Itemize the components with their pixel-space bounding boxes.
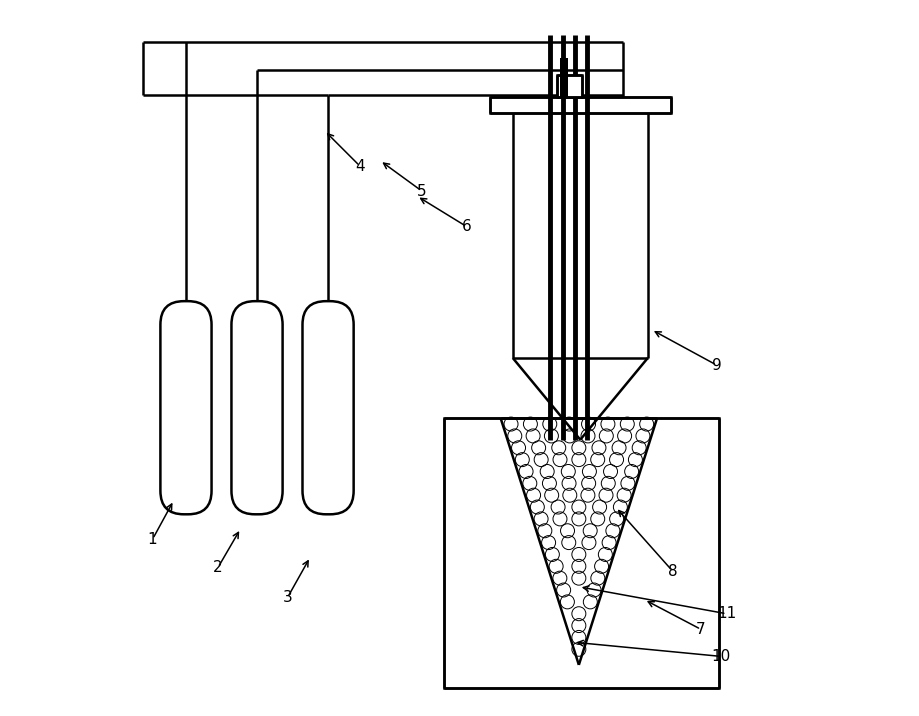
- Text: 7: 7: [697, 622, 706, 637]
- Text: 2: 2: [213, 560, 222, 575]
- FancyBboxPatch shape: [232, 301, 283, 514]
- Text: 6: 6: [461, 219, 471, 234]
- Text: 1: 1: [148, 532, 157, 546]
- Bar: [490, 97, 671, 113]
- Text: 8: 8: [668, 563, 677, 579]
- FancyBboxPatch shape: [161, 301, 211, 514]
- Bar: [561, 58, 568, 97]
- Text: 10: 10: [711, 649, 731, 664]
- Bar: [557, 74, 583, 97]
- FancyBboxPatch shape: [302, 301, 354, 514]
- Text: 5: 5: [417, 183, 426, 198]
- Text: 11: 11: [717, 606, 736, 621]
- Text: 9: 9: [712, 357, 721, 372]
- Text: 4: 4: [356, 159, 365, 174]
- Text: 3: 3: [283, 590, 292, 605]
- Bar: [444, 418, 719, 688]
